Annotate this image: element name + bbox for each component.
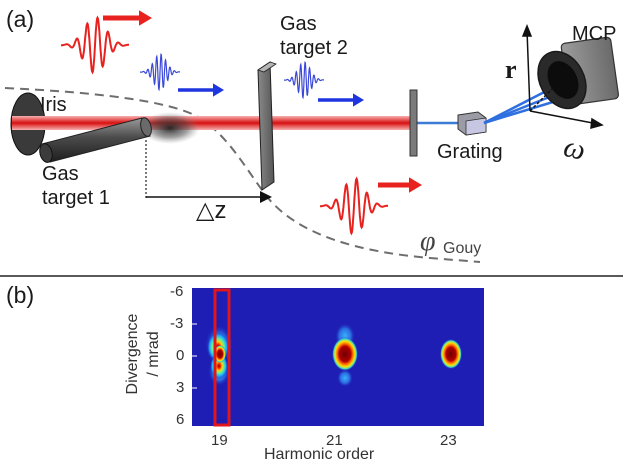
- y-tick-label: 6: [176, 411, 185, 428]
- panel-b-tag: (b): [6, 282, 35, 308]
- mcp-detector: [537, 36, 620, 110]
- xuv-pulse-1: [140, 53, 180, 92]
- gouy-phase-subscript: Gouy: [443, 240, 482, 257]
- gas-target-2-label-line1: Gas: [280, 13, 317, 35]
- r-axis-label: r: [505, 55, 517, 84]
- grating-block: [457, 111, 487, 136]
- heatmap-ticks: [192, 323, 197, 389]
- y-axis-title-line1: Divergence: [124, 313, 141, 395]
- y-tick-label: -3: [170, 315, 184, 332]
- iris-label: Iris: [40, 94, 67, 116]
- ir-arrow-1-head: [139, 10, 152, 26]
- filter-plate: [409, 89, 418, 157]
- x-tick-label: 19: [211, 432, 228, 449]
- y-tick-label: 0: [176, 347, 185, 364]
- grating-label: Grating: [437, 141, 503, 163]
- gas-target-1-label-line2: target 1: [42, 187, 110, 209]
- y-tick-label: 3: [176, 379, 185, 396]
- detector-axes: [521, 23, 604, 130]
- delta-z-label: △z: [196, 197, 227, 224]
- gas-target-1-cylinder: [39, 117, 152, 163]
- gas-target-2-plate: [257, 61, 277, 191]
- pulses-group: [61, 10, 422, 236]
- gouy-phase-symbol: φ: [420, 226, 436, 257]
- y-axis-title-line2: / mrad: [145, 331, 162, 377]
- delta-z-marker: [145, 140, 272, 203]
- ir-arrow-2-head: [409, 177, 422, 193]
- gas-target-1-label-line1: Gas: [42, 163, 79, 185]
- ir-pulse-1: [61, 15, 129, 75]
- x-tick-label: 23: [440, 432, 457, 449]
- xuv-arrow-1-head: [213, 83, 224, 97]
- gas-target-2-label-line2: target 2: [280, 37, 348, 59]
- x-tick-label: 21: [326, 432, 343, 449]
- x-axis-title: Harmonic order: [264, 446, 375, 463]
- focus-spot: [140, 112, 200, 144]
- xuv-arrow-2-head: [353, 93, 364, 107]
- mcp-label: MCP: [572, 23, 617, 45]
- highlight-box-19: [213, 288, 231, 427]
- panel-a-tag: (a): [6, 6, 35, 32]
- xuv-pulse-2: [284, 61, 324, 100]
- heatmap-spot-21: [332, 323, 358, 387]
- heatmap-spot-23: [440, 339, 462, 369]
- ir-pulse-2: [320, 176, 388, 236]
- laser-beam: [12, 116, 412, 130]
- y-tick-label: -6: [170, 283, 184, 300]
- gouy-phase-curve: [4, 87, 481, 263]
